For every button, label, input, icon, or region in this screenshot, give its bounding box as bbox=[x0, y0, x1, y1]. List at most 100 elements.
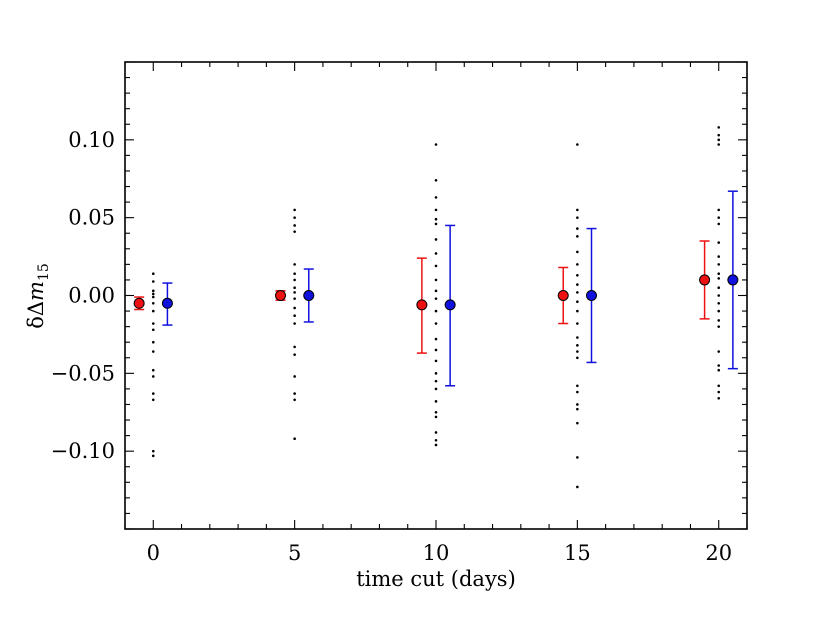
sample-point bbox=[717, 350, 721, 353]
sample-point bbox=[434, 252, 438, 255]
sample-point bbox=[576, 407, 579, 411]
sample-point bbox=[151, 375, 155, 378]
sample-point bbox=[434, 410, 438, 414]
sample-point bbox=[717, 126, 721, 129]
sample-point bbox=[717, 143, 721, 146]
sample-point bbox=[293, 353, 296, 356]
y-tick-label: 0.10 bbox=[68, 128, 115, 152]
sample-point bbox=[151, 392, 155, 395]
sample-point bbox=[293, 278, 296, 282]
sample-point bbox=[434, 309, 438, 313]
sample-point bbox=[717, 277, 721, 280]
sample-point bbox=[434, 348, 438, 352]
sample-point bbox=[151, 340, 155, 344]
sample-point bbox=[293, 345, 296, 349]
sample-point bbox=[434, 217, 438, 221]
sample-point bbox=[576, 250, 579, 254]
x-tick-label: 5 bbox=[288, 541, 301, 565]
sample-point bbox=[434, 443, 438, 447]
sample-point bbox=[293, 286, 296, 290]
x-tick-label: 10 bbox=[423, 541, 450, 565]
sample-point bbox=[293, 230, 296, 233]
sample-point bbox=[434, 379, 438, 383]
sample-point bbox=[434, 359, 438, 363]
sample-point bbox=[151, 449, 155, 453]
sample-point bbox=[576, 336, 579, 339]
x-tick-label: 15 bbox=[564, 541, 591, 565]
axis-tick-labels: 0 5 10 15 20 −0.10 −0.05 0.00 0.05 0.10 bbox=[51, 128, 732, 565]
sample-point bbox=[293, 437, 296, 441]
sample-point bbox=[151, 280, 155, 283]
red-data-point bbox=[133, 297, 145, 309]
sample-point bbox=[717, 309, 721, 313]
plot-frame bbox=[124, 61, 748, 530]
y-tick-label: 0.00 bbox=[68, 284, 115, 308]
sample-point bbox=[717, 241, 721, 244]
sample-point bbox=[576, 208, 579, 212]
sample-point bbox=[717, 272, 721, 276]
sample-point bbox=[717, 364, 721, 367]
blue-data-point bbox=[444, 299, 456, 311]
sample-point bbox=[717, 255, 721, 258]
sample-point bbox=[717, 384, 721, 388]
sample-point bbox=[576, 322, 579, 325]
sample-point bbox=[293, 375, 296, 378]
sample-point bbox=[434, 322, 438, 325]
red-data-point bbox=[557, 290, 569, 301]
sample-point bbox=[717, 319, 721, 322]
sample-point bbox=[434, 431, 438, 434]
sample-point bbox=[576, 235, 579, 238]
sample-point bbox=[151, 289, 155, 293]
sample-point bbox=[576, 350, 579, 353]
sample-point bbox=[434, 179, 438, 182]
sample-point bbox=[293, 392, 296, 395]
sample-point bbox=[151, 309, 155, 313]
sample-point bbox=[151, 295, 155, 299]
red-data-point bbox=[275, 290, 286, 301]
sample-point bbox=[576, 300, 579, 304]
sample-point bbox=[576, 384, 579, 388]
sample-point bbox=[434, 297, 438, 300]
y-axis-title-prefix: δΔ bbox=[24, 301, 48, 329]
sample-point bbox=[434, 337, 438, 341]
sample-point bbox=[576, 356, 579, 360]
sample-point bbox=[293, 272, 296, 276]
axis-ticks bbox=[124, 61, 748, 530]
sample-point bbox=[293, 263, 296, 266]
blue-data-point bbox=[727, 274, 739, 286]
sample-point bbox=[576, 143, 579, 146]
x-tick-label: 20 bbox=[705, 541, 732, 565]
x-axis-title: time cut (days) bbox=[356, 567, 516, 591]
sample-point bbox=[717, 396, 721, 400]
sample-point bbox=[717, 390, 721, 394]
sample-point bbox=[293, 224, 296, 227]
blue-data-point bbox=[303, 290, 315, 301]
sample-point bbox=[434, 289, 438, 293]
sample-point bbox=[717, 208, 721, 212]
sample-point bbox=[434, 438, 438, 442]
sample-point bbox=[151, 322, 155, 325]
sample-point bbox=[293, 314, 296, 318]
sample-point bbox=[434, 372, 438, 375]
sample-point bbox=[434, 196, 438, 199]
sample-point bbox=[717, 222, 721, 226]
sample-point bbox=[151, 350, 155, 353]
red-data-point bbox=[699, 274, 711, 286]
sample-points bbox=[151, 126, 721, 489]
blue-data-point bbox=[161, 297, 173, 309]
sample-point bbox=[576, 291, 579, 294]
sample-point bbox=[434, 208, 438, 212]
sample-point bbox=[434, 238, 438, 241]
sample-point bbox=[293, 322, 296, 325]
sample-point bbox=[151, 272, 155, 276]
sample-point bbox=[434, 278, 438, 282]
x-tick-label: 0 bbox=[147, 541, 160, 565]
sample-point bbox=[434, 264, 438, 268]
sample-point bbox=[576, 273, 579, 277]
y-tick-label: −0.05 bbox=[51, 361, 115, 385]
sample-point bbox=[434, 400, 438, 403]
sample-point bbox=[576, 421, 579, 425]
sample-point bbox=[293, 398, 296, 402]
